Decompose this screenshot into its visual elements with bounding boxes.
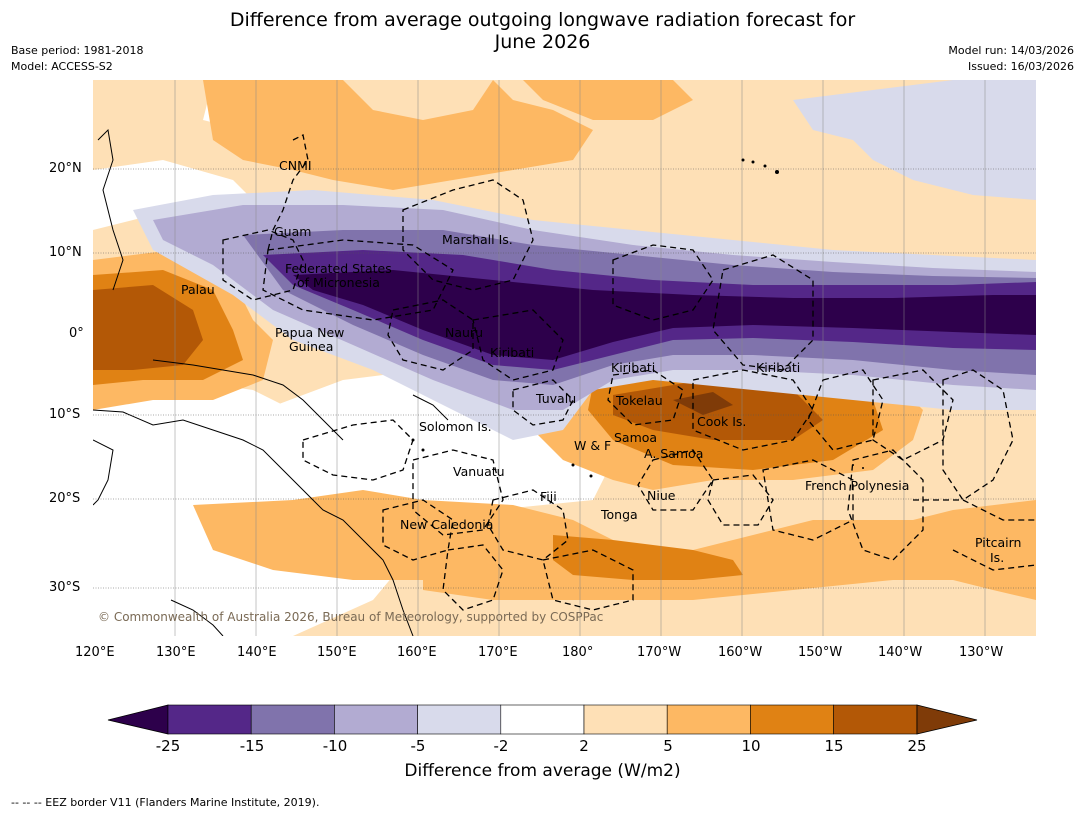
lat-tick: 10°S xyxy=(49,407,81,422)
colorbar-label: -15 xyxy=(239,737,265,755)
label-tonga: Tonga xyxy=(600,507,638,522)
lon-tick: 170°E xyxy=(478,645,518,660)
lat-tick: 20°N xyxy=(49,161,82,176)
colorbar-label: 10 xyxy=(741,737,761,755)
footer-note: -- -- -- EEZ border V11 (Flanders Marine… xyxy=(11,796,320,809)
colorbar-label: 2 xyxy=(579,737,589,755)
base-period: Base period: 1981-2018 xyxy=(11,44,144,57)
label-png-1: Papua New xyxy=(275,325,344,340)
colorbar-label: 25 xyxy=(907,737,927,755)
label-nauru: Nauru xyxy=(445,325,483,340)
colorbar-segment xyxy=(750,704,834,735)
label-kiribati-east: Kiribati xyxy=(756,360,800,375)
issued-date: Issued: 16/03/2026 xyxy=(967,60,1074,73)
label-pitcairn-2: Is. xyxy=(990,550,1004,565)
colorbar-label: -25 xyxy=(155,737,181,755)
lon-tick: 130°E xyxy=(156,645,196,660)
title-line-1: Difference from average outgoing longwav… xyxy=(229,9,856,31)
fill-orange-north xyxy=(203,80,593,190)
label-samoa: Samoa xyxy=(614,430,657,445)
region-labels: CNMI Guam Marshall Is. Federated States … xyxy=(181,158,1021,565)
lat-tick: 0° xyxy=(69,326,84,341)
lon-tick: 160°W xyxy=(718,645,763,660)
copyright-notice: © Commonwealth of Australia 2026, Bureau… xyxy=(98,610,603,624)
colorbar-label: -2 xyxy=(493,737,509,755)
fill-brown-west xyxy=(93,285,203,370)
eez-borders xyxy=(222,134,1036,611)
colorbar-segment xyxy=(334,704,418,735)
label-guam: Guam xyxy=(274,224,311,239)
lat-tick: 10°N xyxy=(49,245,82,260)
colorbar-extend-low xyxy=(107,704,169,735)
colorbar-label: 5 xyxy=(663,737,673,755)
title-line-2: June 2026 xyxy=(494,31,591,53)
lat-tick: 20°S xyxy=(49,491,81,506)
fill-darkbrown-central xyxy=(673,392,733,415)
label-wf: W & F xyxy=(574,438,611,453)
colorbar-label: -5 xyxy=(410,737,426,755)
lon-tick: 180° xyxy=(562,645,594,660)
fill-darkpurple-band xyxy=(293,270,1036,360)
colorbar-segment xyxy=(833,704,918,735)
island-dots xyxy=(411,158,864,478)
colorbar-segment xyxy=(583,704,668,735)
model-run: Model run: 14/03/2026 xyxy=(948,44,1074,57)
model-name: Model: ACCESS-S2 xyxy=(11,60,113,73)
colorbar-label: -10 xyxy=(322,737,348,755)
olr-anomaly-map: CNMI Guam Marshall Is. Federated States … xyxy=(93,80,1036,636)
fill-white-northwest xyxy=(93,160,253,230)
label-cnmi: CNMI xyxy=(279,158,312,173)
lon-tick: 150°W xyxy=(798,645,843,660)
lat-tick: 30°S xyxy=(49,580,81,595)
fill-darkorange-south xyxy=(553,535,743,580)
colorbar-segment xyxy=(417,704,502,735)
graticule xyxy=(174,80,986,636)
lon-tick: 120°E xyxy=(75,645,115,660)
label-pitcairn-1: Pitcairn xyxy=(975,535,1021,550)
colorbar-title: Difference from average (W/m2) xyxy=(404,761,681,781)
fill-orange-north-2 xyxy=(523,80,693,120)
label-fsm-2: of Micronesia xyxy=(297,275,380,290)
fill-lavender-northeast xyxy=(793,80,1036,200)
lon-tick: 130°W xyxy=(959,645,1004,660)
label-tuvalu: Tuvalu xyxy=(535,391,576,406)
colorbar-extend-high xyxy=(916,704,978,735)
label-tokelau: Tokelau xyxy=(615,393,663,408)
label-solomon: Solomon Is. xyxy=(419,419,492,434)
colorbar-segment xyxy=(666,704,751,735)
lon-tick: 170°W xyxy=(637,645,682,660)
colorbar xyxy=(107,704,978,735)
coastlines xyxy=(93,128,449,636)
colorbar-segment xyxy=(500,704,585,735)
label-new-caledonia: New Caledonia xyxy=(400,517,493,532)
colorbar-segments xyxy=(167,704,918,735)
label-palau: Palau xyxy=(181,282,215,297)
label-kiribati-central: Kiribati xyxy=(611,360,655,375)
label-niue: Niue xyxy=(647,488,676,503)
lon-tick: 160°E xyxy=(397,645,437,660)
lon-tick: 150°E xyxy=(317,645,357,660)
label-french-polynesia: French Polynesia xyxy=(805,478,909,493)
label-kiribati-west: Kiribati xyxy=(490,345,534,360)
colorbar-segment xyxy=(250,704,335,735)
label-fsm-1: Federated States xyxy=(285,261,392,276)
map-canvas: CNMI Guam Marshall Is. Federated States … xyxy=(93,80,1036,636)
label-marshall: Marshall Is. xyxy=(442,232,513,247)
label-cook: Cook Is. xyxy=(697,414,746,429)
colorbar-segment xyxy=(167,704,252,735)
label-fiji: Fiji xyxy=(540,489,557,504)
lon-tick: 140°W xyxy=(878,645,923,660)
lon-tick: 140°E xyxy=(237,645,277,660)
label-png-2: Guinea xyxy=(289,339,333,354)
label-asamoa: A. Samoa xyxy=(644,446,703,461)
colorbar-label: 15 xyxy=(824,737,844,755)
label-vanuatu: Vanuatu xyxy=(453,464,505,479)
